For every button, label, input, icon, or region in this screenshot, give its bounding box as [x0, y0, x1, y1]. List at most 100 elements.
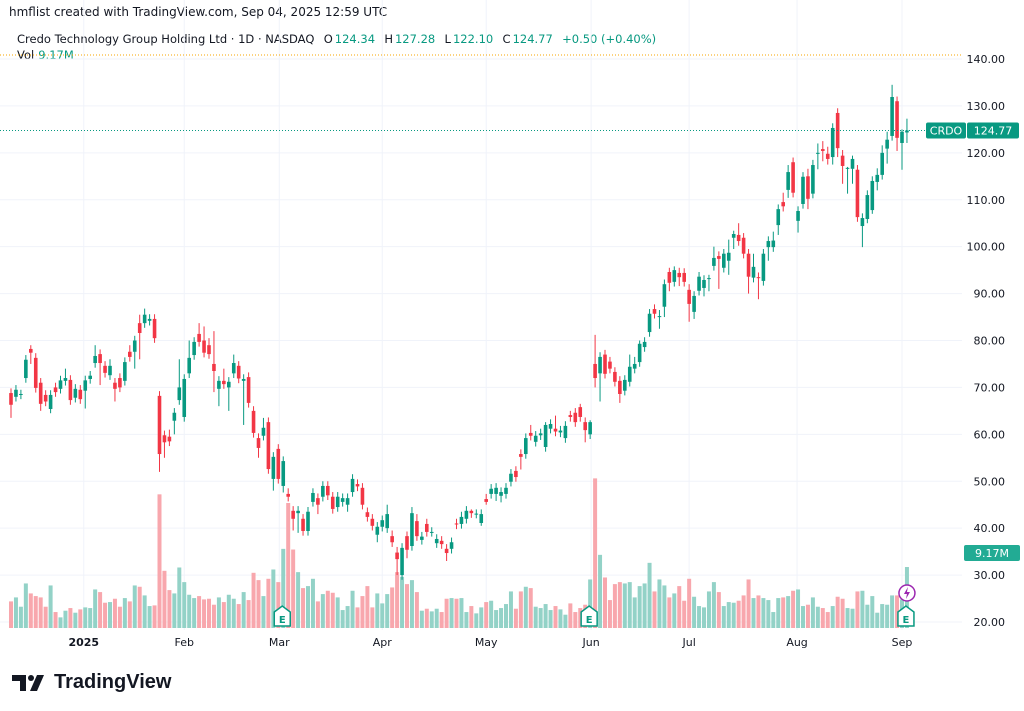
volume-bar — [647, 562, 652, 628]
candle — [538, 428, 543, 440]
candle-body — [162, 435, 167, 443]
candle-body — [776, 209, 781, 226]
candle — [637, 340, 642, 367]
volume-bar — [454, 598, 459, 628]
candle — [865, 190, 870, 224]
candle-body — [14, 389, 18, 397]
volume-bar — [202, 599, 207, 628]
volume-bar — [310, 578, 315, 628]
candle — [19, 389, 23, 400]
candle-body — [568, 415, 573, 417]
candle — [261, 417, 266, 441]
candle — [266, 417, 271, 474]
volume-bar — [781, 597, 786, 628]
high-value: 127.28 — [394, 32, 436, 46]
volume-bar — [112, 598, 117, 628]
candle-body — [385, 514, 389, 529]
volume-bar — [375, 593, 380, 628]
volume-bar — [805, 604, 810, 628]
earnings-marker[interactable]: E — [580, 605, 598, 627]
candle — [276, 444, 281, 484]
candle-body — [316, 498, 320, 505]
volume-bar — [573, 612, 578, 628]
candle-body — [24, 359, 28, 379]
symbol-badge-text: CRDO — [930, 124, 963, 137]
close-label: C — [502, 32, 511, 46]
candle — [410, 507, 414, 551]
volume-bar — [820, 608, 825, 628]
candle-body — [682, 272, 686, 282]
candle-body — [642, 341, 647, 348]
candle-body — [761, 253, 766, 281]
earnings-marker[interactable]: E — [897, 605, 915, 627]
volume-bar — [9, 601, 13, 628]
price-axis[interactable]: 140.00 130.00 120.00 110.00 100.00 90.00 80.00… — [967, 53, 1006, 629]
volume-bar — [855, 591, 860, 628]
event-lightning-marker[interactable] — [898, 584, 916, 602]
volume-bar — [276, 582, 281, 628]
earnings-marker-label: E — [586, 615, 593, 626]
candle-body — [311, 492, 315, 502]
volume-bar — [251, 572, 256, 628]
candle-body — [905, 130, 909, 133]
candle — [578, 403, 583, 422]
candle — [113, 378, 117, 402]
price-chart[interactable]: 140.00 130.00 120.00 110.00 100.00 90.00 80.00… — [0, 0, 1024, 660]
candle-body — [504, 487, 508, 494]
volume-bar — [662, 585, 667, 628]
candle-body — [662, 284, 667, 307]
volume-bar — [716, 592, 721, 628]
volume-bar — [167, 590, 172, 628]
candle-body — [192, 341, 196, 356]
candle — [479, 509, 484, 526]
candle-body — [246, 377, 251, 403]
candle-body — [860, 218, 865, 227]
candle — [236, 361, 241, 384]
candle-body — [697, 276, 701, 291]
candle-body — [652, 309, 657, 314]
candle — [231, 354, 236, 379]
volume-bar — [207, 598, 211, 628]
candle-body — [326, 485, 330, 496]
candle — [702, 275, 706, 297]
candle — [598, 352, 602, 402]
volume-bar — [612, 584, 617, 628]
time-axis[interactable]: 2025 Feb Mar Apr May Jun Jul Aug Sep — [68, 636, 912, 649]
candle — [533, 431, 538, 447]
candle — [731, 230, 736, 250]
candle — [251, 406, 256, 438]
candle — [751, 253, 756, 283]
candle — [543, 422, 548, 452]
candle — [647, 309, 652, 337]
candle-body — [425, 523, 429, 532]
candle — [459, 511, 464, 529]
volume-bar — [301, 588, 306, 628]
candle-body — [677, 272, 682, 278]
candle-body — [900, 131, 904, 143]
volume-bar — [147, 606, 152, 628]
candle-body — [533, 435, 538, 442]
candle-body — [405, 536, 409, 550]
volume-bar — [528, 588, 533, 628]
candle-body — [68, 379, 73, 401]
volume-bar — [875, 612, 880, 628]
candle-body — [227, 381, 231, 388]
volume-bar — [127, 601, 132, 628]
volume-bar — [588, 579, 593, 628]
candle — [840, 150, 845, 184]
volume-bar — [73, 612, 78, 628]
volume-bar — [216, 597, 221, 628]
earnings-marker[interactable]: E — [273, 605, 291, 627]
price-tick-label: 120.00 — [967, 147, 1006, 160]
volume-bar — [632, 597, 637, 628]
candle — [177, 359, 182, 405]
tradingview-logo[interactable]: TradingView — [12, 671, 171, 694]
volume-bar — [286, 502, 291, 628]
volume-bar — [122, 598, 127, 628]
candle-body — [306, 511, 310, 531]
candle — [118, 373, 122, 393]
candle — [895, 96, 899, 151]
candle — [454, 518, 459, 530]
volume-bar — [484, 602, 489, 628]
